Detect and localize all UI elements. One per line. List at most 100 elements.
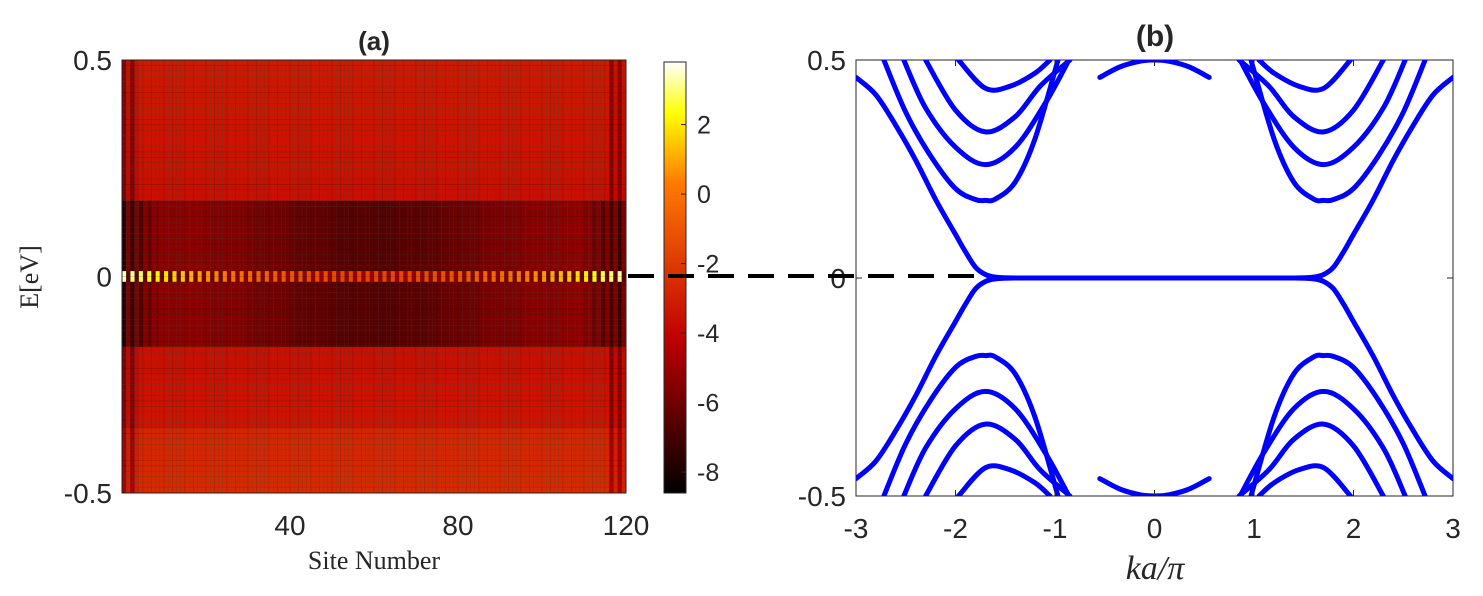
heatmap-cell [617,59,622,66]
heatmap-cell [138,173,144,180]
heatmap-cell [441,146,446,153]
heatmap-cell [197,211,203,218]
heatmap-cell [508,92,513,99]
heatmap-cell [529,270,534,277]
heatmap-cell [222,146,228,153]
heatmap-cell [277,243,282,250]
heatmap-cell [436,281,442,288]
heatmap-cell [294,108,299,115]
heatmap-cell [210,211,215,218]
heatmap-cell [428,249,434,256]
heatmap-cell [201,124,207,131]
heatmap-cell [470,216,476,223]
heatmap-cell [176,222,182,228]
heatmap-cell [239,184,245,191]
heatmap-cell [596,103,601,109]
heatmap-cell [201,222,207,228]
heatmap-cell [243,249,249,256]
heatmap-cell [302,265,308,272]
heatmap-cell [567,70,572,77]
heatmap-cell [130,157,135,164]
heatmap-cell [163,81,169,88]
heatmap-cell [319,243,324,250]
heatmap-cell [541,119,547,126]
heatmap-cell [226,270,232,277]
heatmap-cell [508,141,513,147]
heatmap-cell [596,81,601,88]
heatmap-cell [197,103,203,109]
heatmap-cell [340,211,345,218]
heatmap-cell [567,92,572,99]
heatmap-cell [168,141,173,147]
heatmap-cell [399,151,404,158]
heatmap-cell [151,65,156,72]
heatmap-cell [529,265,534,272]
heatmap-cell [453,162,459,169]
heatmap-cell [361,254,366,261]
heatmap-cell [336,168,341,174]
heatmap-cell [449,216,455,223]
heatmap-cell [298,103,303,109]
heatmap-cell [264,205,270,212]
heatmap-cell [210,108,215,115]
heatmap-cell [344,184,350,191]
heatmap-cell [600,216,606,223]
heatmap-cell [201,281,207,288]
heatmap-cell [121,103,127,109]
heatmap-cell [525,59,530,66]
heatmap-cell [550,222,555,228]
heatmap-cell [428,211,434,218]
heatmap-cell [487,162,492,169]
heatmap-cell [344,281,350,288]
heatmap-cell [457,108,463,115]
heatmap-cell [424,65,429,72]
heatmap-cell [541,195,547,201]
heatmap-cell [546,243,551,250]
heatmap-cell [277,86,282,93]
heatmap-cell [222,281,228,288]
heatmap-cell [407,76,413,82]
heatmap-cell [331,70,337,77]
heatmap-cell [567,103,572,109]
heatmap-cell [504,92,509,99]
heatmap-cell [453,195,459,201]
heatmap-cell [403,65,408,72]
heatmap-cell [533,233,538,239]
heatmap-cell [369,108,375,115]
heatmap-cell [310,92,316,99]
heatmap-cell [466,130,471,136]
heatmap-cell [495,86,501,93]
heatmap-cell [449,184,455,191]
heatmap-cell [453,168,459,174]
heatmap-cell [315,205,320,212]
heatmap-cell [520,135,526,142]
heatmap-cell [520,151,526,158]
heatmap-cell [537,238,543,245]
heatmap-cell [378,254,383,261]
heatmap-cell [541,151,547,158]
heatmap-cell [441,184,446,191]
heatmap-cell [424,189,429,196]
heatmap-cell [609,135,614,142]
heatmap-cell [613,265,618,272]
heatmap-cell [604,211,610,218]
heatmap-cell [445,103,450,109]
heatmap-cell [533,65,538,72]
heatmap-cell [491,151,497,158]
heatmap-cell [340,200,345,207]
heatmap-cell [298,227,303,234]
heatmap-cell [352,200,358,207]
heatmap-cell [533,222,538,228]
heatmap-cell [369,270,375,277]
heatmap-cell [226,92,232,99]
heatmap-cell [386,103,392,109]
heatmap-cell [256,119,261,126]
heatmap-cell [373,254,379,261]
heatmap-cell [180,119,186,126]
heatmap-cell [562,238,568,245]
heatmap-cell [373,281,379,288]
heatmap-cell [247,70,253,77]
heatmap-cell [445,92,450,99]
heatmap-cell [189,211,194,218]
heatmap-cell [210,227,215,234]
